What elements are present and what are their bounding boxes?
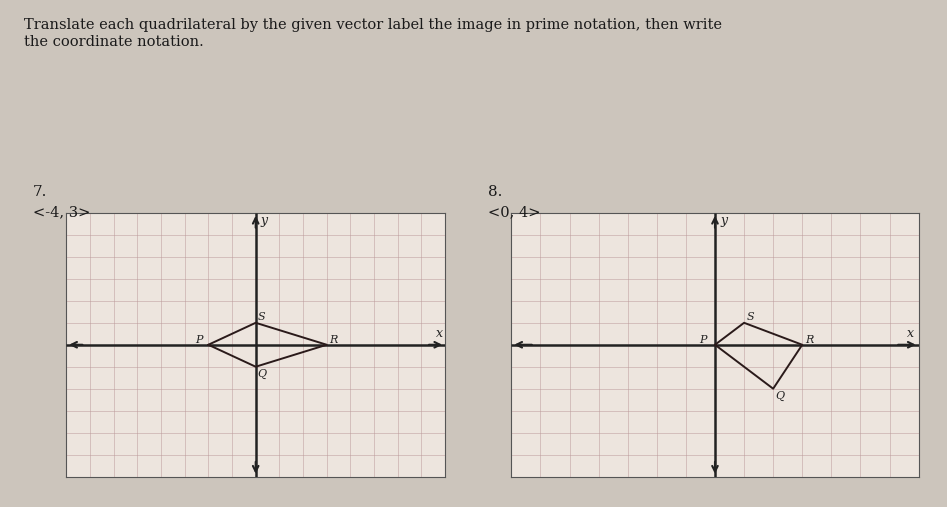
Text: S: S [258,312,265,322]
Text: S: S [746,312,754,322]
Text: y: y [260,214,268,227]
Text: x: x [436,327,442,340]
Text: <-4, 3>: <-4, 3> [33,205,91,220]
Text: 7.: 7. [33,185,47,199]
Text: P: P [195,335,203,345]
Text: Q: Q [258,369,267,379]
Text: 8.: 8. [488,185,502,199]
Text: <0, 4>: <0, 4> [488,205,540,220]
Text: y: y [721,214,728,227]
Text: R: R [330,335,337,345]
Text: P: P [699,335,706,345]
Text: x: x [907,327,914,340]
Text: Q: Q [776,390,784,401]
Text: R: R [805,335,813,345]
Text: the coordinate notation.: the coordinate notation. [24,35,204,50]
Text: Translate each quadrilateral by the given vector label the image in prime notati: Translate each quadrilateral by the give… [24,18,722,32]
